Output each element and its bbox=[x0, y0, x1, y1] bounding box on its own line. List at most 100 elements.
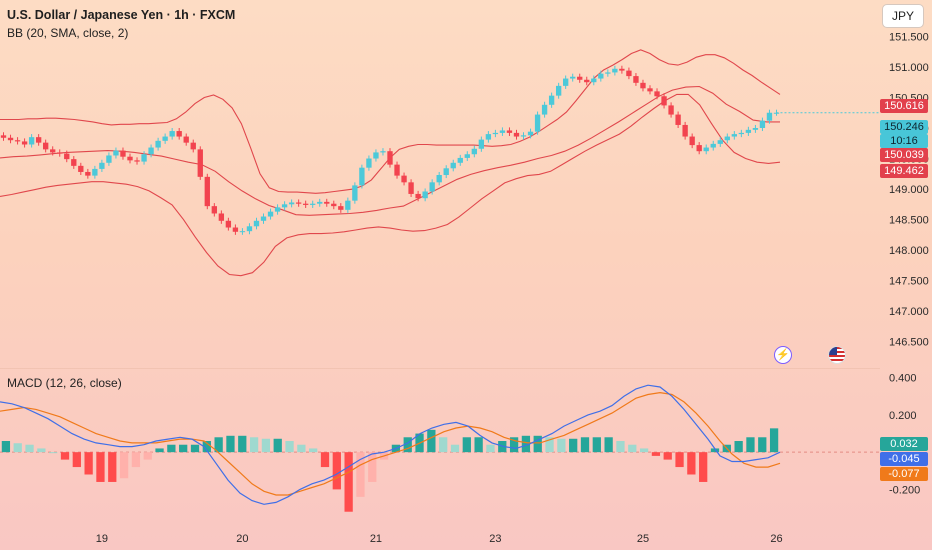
us-flag-icon[interactable] bbox=[828, 346, 846, 364]
bb-middle-tag: 150.039 bbox=[880, 148, 928, 162]
candle-body bbox=[14, 140, 21, 142]
price-axis-tick: 149.000 bbox=[889, 184, 929, 196]
candle-body bbox=[162, 136, 168, 141]
price-axis-tick: 151.000 bbox=[889, 62, 929, 74]
candle-body bbox=[359, 167, 365, 186]
macd-histogram-bar bbox=[769, 428, 779, 453]
chart-title: U.S. Dollar / Japanese Yen · 1h · FXCM bbox=[7, 8, 236, 22]
price-axis-tick: 151.500 bbox=[889, 31, 929, 43]
candle-body bbox=[513, 132, 520, 137]
candle-body bbox=[724, 136, 730, 141]
candle-body bbox=[387, 151, 393, 165]
candle-body bbox=[598, 73, 604, 79]
candle-body bbox=[267, 211, 274, 217]
price-axis-tick: 147.500 bbox=[889, 276, 929, 288]
candle-body bbox=[295, 202, 302, 204]
macd-histogram-bar bbox=[96, 452, 105, 482]
macd-main-line bbox=[0, 384, 781, 505]
macd-histogram-bar bbox=[545, 437, 554, 453]
candle-body bbox=[211, 206, 217, 214]
macd-histogram-bar bbox=[450, 444, 460, 453]
macd-histogram-bar bbox=[202, 441, 211, 453]
macd-histogram-bar bbox=[356, 452, 365, 497]
candle-body bbox=[71, 159, 77, 166]
macd-histogram-bar bbox=[569, 438, 578, 453]
candle-body bbox=[464, 154, 470, 158]
candle-body bbox=[401, 175, 407, 183]
macd-histogram-bar bbox=[155, 448, 164, 453]
macd-axis-tick: 0.400 bbox=[889, 373, 917, 385]
candle-body bbox=[35, 137, 42, 143]
candle-body bbox=[155, 140, 161, 148]
macd-histogram-bar bbox=[344, 452, 353, 512]
candle-body bbox=[527, 131, 534, 136]
macd-histogram-bar bbox=[403, 437, 412, 453]
date-axis-tick: 19 bbox=[96, 533, 108, 545]
candle-body bbox=[197, 149, 203, 177]
candle-body bbox=[394, 164, 400, 176]
candle-body bbox=[85, 171, 91, 176]
price-chart[interactable]: 146.500 147.000 147.500 148.000 148.500 149.0… bbox=[0, 0, 932, 368]
candle-body bbox=[563, 78, 569, 86]
candle-body bbox=[148, 147, 154, 155]
candle-body bbox=[232, 227, 239, 232]
candle-body bbox=[443, 168, 449, 176]
candle-body bbox=[738, 132, 745, 135]
bollinger-bands-label[interactable]: BB (20, SMA, close, 2) bbox=[7, 26, 129, 40]
macd-histogram-bar bbox=[320, 452, 330, 468]
candle-body bbox=[141, 154, 147, 162]
candle-body bbox=[78, 165, 84, 172]
macd-histogram-bar bbox=[261, 438, 271, 453]
candle-body bbox=[471, 148, 477, 155]
candle-body bbox=[303, 203, 309, 205]
candle-body bbox=[64, 153, 70, 160]
lightning-icon[interactable]: ⚡ bbox=[774, 346, 792, 364]
macd-histogram-bar bbox=[119, 452, 129, 479]
macd-histogram-bar bbox=[616, 441, 625, 453]
macd-histogram-bar bbox=[108, 452, 117, 482]
candle-body bbox=[21, 141, 28, 145]
candle-body bbox=[457, 157, 463, 163]
candle-body bbox=[548, 95, 555, 105]
macd-histogram-bar bbox=[60, 452, 70, 460]
candle-body bbox=[281, 204, 288, 208]
macd-histogram-bar bbox=[214, 437, 223, 453]
candle-body bbox=[239, 231, 246, 233]
macd-histogram-bar bbox=[143, 452, 152, 460]
candle-body bbox=[731, 134, 737, 137]
candle-body bbox=[183, 136, 189, 143]
currency-badge[interactable]: JPY bbox=[882, 4, 924, 28]
candle-body bbox=[204, 176, 210, 207]
candle-body bbox=[190, 142, 196, 150]
macd-histogram-bar bbox=[72, 452, 81, 468]
bb-upper-tag: 150.616 bbox=[880, 99, 928, 113]
macd-histogram-bar bbox=[332, 452, 341, 490]
macd-chart[interactable]: 0.400 0.200 -0.200 19 20 21 23 25 26 bbox=[0, 368, 932, 550]
candle-body bbox=[703, 147, 709, 152]
candle-body bbox=[626, 70, 632, 77]
macd-histogram-bar bbox=[474, 437, 483, 453]
macd-histogram-bar bbox=[226, 435, 235, 453]
macd-histogram-bar bbox=[699, 452, 708, 482]
candle-body bbox=[682, 124, 688, 137]
candle-body bbox=[661, 96, 667, 106]
macd-histogram-bar bbox=[368, 452, 377, 482]
candle-body bbox=[675, 114, 681, 125]
price-axis-tick: 146.500 bbox=[889, 337, 929, 349]
macd-histogram-bar bbox=[734, 441, 743, 453]
date-axis-tick: 20 bbox=[236, 533, 248, 545]
bb-lower-line bbox=[0, 93, 781, 277]
candle-body bbox=[591, 78, 597, 83]
date-axis-tick: 25 bbox=[637, 533, 649, 545]
candle-body bbox=[773, 112, 780, 114]
macd-label[interactable]: MACD (12, 26, close) bbox=[7, 376, 122, 390]
candle-body bbox=[225, 220, 232, 228]
candle-body bbox=[176, 131, 182, 137]
macd-histogram-bar bbox=[249, 437, 259, 453]
macd-histogram-bar bbox=[13, 443, 22, 453]
candle-body bbox=[520, 135, 527, 137]
macd-histogram-bar bbox=[84, 452, 93, 475]
candle-body bbox=[429, 182, 435, 192]
macd-histogram-bar bbox=[49, 452, 58, 454]
candle-body bbox=[619, 68, 625, 71]
